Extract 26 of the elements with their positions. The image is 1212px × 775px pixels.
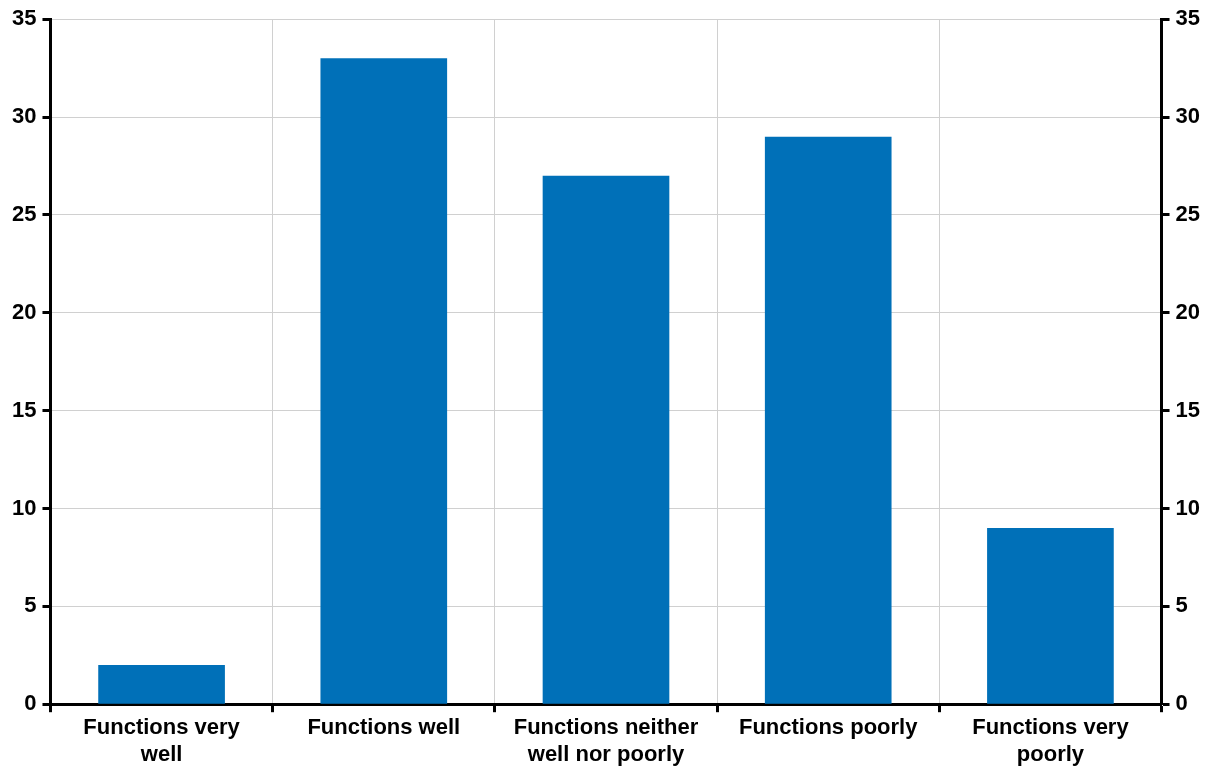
- x-tick-label: Functions neither well nor poorly: [513, 714, 699, 766]
- y-tick-label: 20: [11, 298, 37, 324]
- y2-tick-label: 0: [1175, 690, 1188, 716]
- y-tick-label: 10: [11, 494, 37, 520]
- y-tick-label: 30: [11, 103, 37, 129]
- bar: [987, 528, 1114, 704]
- x-tick-label: Functions well: [307, 714, 461, 740]
- y2-tick-label: 20: [1175, 298, 1201, 324]
- y2-tick-label: 25: [1175, 200, 1201, 226]
- y-tick-label: 15: [11, 396, 37, 422]
- x-tick-label: Functions very poorly: [972, 714, 1130, 766]
- y2-tick-label: 30: [1175, 103, 1201, 129]
- y-tick-label: 0: [24, 690, 37, 716]
- bar: [320, 58, 448, 704]
- y-tick-label: 25: [11, 200, 37, 226]
- y2-tick-label: 35: [1175, 5, 1201, 31]
- x-tick-label: Functions very well: [83, 714, 241, 766]
- x-tick-label: Functions poorly: [738, 714, 919, 740]
- bar: [98, 665, 225, 704]
- bar: [764, 136, 892, 704]
- y-tick-label: 35: [11, 5, 37, 31]
- y2-tick-label: 15: [1175, 396, 1201, 422]
- y2-tick-label: 5: [1175, 592, 1188, 618]
- y-tick-label: 5: [24, 592, 37, 618]
- bar: [542, 175, 670, 704]
- y2-tick-label: 10: [1175, 494, 1201, 520]
